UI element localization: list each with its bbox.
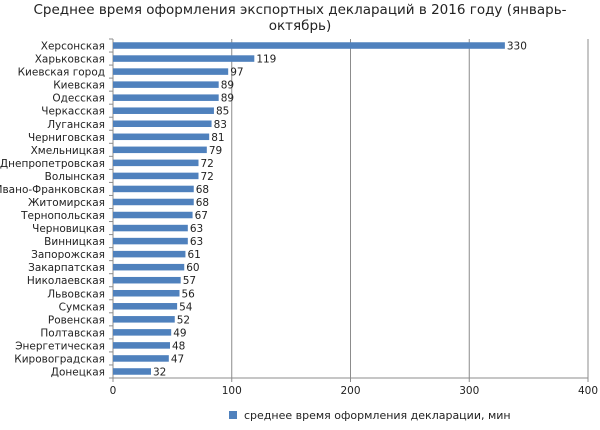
data-label: 79 xyxy=(209,145,222,157)
bar xyxy=(113,185,194,193)
bar xyxy=(113,237,188,245)
data-label: 63 xyxy=(190,236,203,248)
bar xyxy=(113,263,185,271)
data-label: 60 xyxy=(186,262,199,274)
data-label: 72 xyxy=(201,158,214,170)
category-label: Херсонская xyxy=(41,41,105,53)
bar xyxy=(113,42,505,49)
category-label: Энергетическая xyxy=(15,340,105,352)
category-label: Хмельницкая xyxy=(31,145,105,157)
bar xyxy=(113,198,194,206)
category-label: Закарпатская xyxy=(28,262,105,274)
legend-swatch xyxy=(229,411,237,419)
data-label: 89 xyxy=(221,80,234,92)
bar xyxy=(113,342,170,349)
data-label: 83 xyxy=(214,119,227,131)
bar xyxy=(113,355,169,362)
category-label: Черновицкая xyxy=(32,223,105,235)
bar xyxy=(113,316,175,323)
bar xyxy=(113,250,186,258)
data-label: 56 xyxy=(182,288,196,300)
bar xyxy=(113,146,207,154)
chart-title-line-2: октябрь) xyxy=(268,18,332,34)
bar xyxy=(113,276,181,284)
data-label: 89 xyxy=(221,93,234,105)
data-label: 97 xyxy=(230,67,243,79)
data-label: 54 xyxy=(179,301,193,313)
category-label: Харьковская xyxy=(35,54,105,66)
data-label: 48 xyxy=(172,340,185,352)
data-label: 72 xyxy=(201,171,214,183)
category-label: Волынская xyxy=(45,171,105,183)
legend-label: среднее время оформления декларации, мин xyxy=(244,409,511,422)
chart-title: Среднее время оформления экспортных декл… xyxy=(0,2,600,34)
data-label: 330 xyxy=(507,41,527,53)
bar xyxy=(113,159,199,167)
data-label: 81 xyxy=(211,132,224,144)
data-label: 61 xyxy=(187,249,200,261)
chart-title-line-1: Среднее время оформления экспортных декл… xyxy=(33,2,567,18)
bar xyxy=(113,133,210,141)
data-label: 57 xyxy=(183,275,196,287)
category-label: Киевская город xyxy=(18,67,105,79)
x-tick-label: 100 xyxy=(222,385,242,397)
data-label: 52 xyxy=(177,314,190,326)
data-label: 49 xyxy=(173,327,186,339)
category-label: Черкасская xyxy=(41,106,105,118)
bar xyxy=(113,94,219,101)
category-label: Житомирская xyxy=(28,197,105,209)
data-label: 119 xyxy=(256,54,276,66)
bar xyxy=(113,107,214,114)
category-label: Одесская xyxy=(52,93,105,105)
bar xyxy=(113,329,172,336)
category-label: Донецкая xyxy=(51,366,105,378)
category-label: Львовская xyxy=(47,288,105,300)
data-label: 67 xyxy=(195,210,208,222)
bar xyxy=(113,172,199,180)
category-label: Николаевская xyxy=(27,275,105,287)
category-label: Днепропетровская xyxy=(0,158,105,170)
data-label: 63 xyxy=(190,223,203,235)
data-label: 32 xyxy=(153,366,166,378)
bar xyxy=(113,55,255,62)
category-label: Винницкая xyxy=(44,236,105,248)
bar xyxy=(113,289,180,297)
x-tick-label: 200 xyxy=(340,385,360,397)
category-label: Ивано-Франковская xyxy=(0,184,105,196)
bar xyxy=(113,211,193,219)
category-label: Ровенская xyxy=(48,314,105,326)
data-label: 47 xyxy=(171,353,184,365)
category-label: Кировоградская xyxy=(14,353,105,365)
data-label: 85 xyxy=(216,106,229,118)
x-tick-label: 400 xyxy=(578,385,598,397)
x-tick-label: 300 xyxy=(459,385,479,397)
category-label: Полтавская xyxy=(40,327,105,339)
category-label: Киевская xyxy=(53,80,105,92)
category-label: Запорожская xyxy=(31,249,105,261)
category-label: Луганская xyxy=(47,119,105,131)
category-label: Тернопольская xyxy=(20,210,105,222)
bar xyxy=(113,81,219,88)
data-label: 68 xyxy=(196,197,209,209)
data-label: 68 xyxy=(196,184,209,196)
bar xyxy=(113,224,188,232)
bar xyxy=(113,120,212,128)
category-label: Черниговская xyxy=(28,132,105,144)
bar xyxy=(113,303,178,310)
bar xyxy=(113,368,151,375)
x-tick-label: 0 xyxy=(110,385,117,397)
category-label: Сумская xyxy=(59,301,105,313)
bar xyxy=(113,68,229,75)
